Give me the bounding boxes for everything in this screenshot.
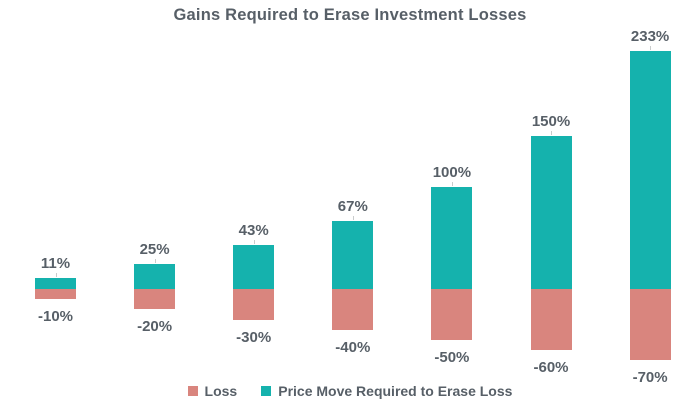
bar-segment-price-move [629,51,671,289]
legend: Loss Price Move Required to Erase Loss [0,384,700,398]
bar-segment-loss [530,289,572,351]
loss-color-swatch [187,386,198,396]
bar-segment-price-move [35,277,76,289]
bar-segment-loss [134,289,176,310]
legend-label-loss: Loss [204,383,238,399]
bar-segment-loss [35,289,76,300]
loss-value-label: -20% [137,318,173,336]
gain-value-label: 67% [337,197,368,215]
loss-value-label: -60% [533,359,569,377]
label-leader-line [451,182,453,186]
loss-value-label: -50% [434,349,470,366]
gain-value-label: 233% [630,28,670,46]
label-leader-line [154,258,156,263]
gain-value-label: 43% [238,222,269,240]
legend-item-loss: Loss [187,383,238,399]
gain-value-label: 11% [40,254,71,272]
legend-item-price-move: Price Move Required to Erase Loss [261,384,512,398]
bar-segment-loss [431,289,473,340]
label-leader-line [650,46,652,51]
bar-segment-loss [629,289,671,361]
loss-value-label: -30% [236,328,272,346]
chart-title: Gains Required to Erase Investment Losse… [173,6,527,24]
label-leader-line [352,215,354,220]
bar-segment-loss [332,289,374,330]
loss-value-label: -70% [632,369,668,387]
label-leader-line [55,272,57,277]
bar-segment-price-move [332,220,374,289]
loss-value-label: -40% [335,338,371,356]
label-leader-line [253,240,255,245]
bar-segment-price-move [431,187,473,289]
loss-value-label: -10% [37,308,74,326]
price-move-color-swatch [261,386,272,396]
bar-segment-loss [233,289,275,320]
legend-label-price-move: Price Move Required to Erase Loss [278,383,513,399]
gain-value-label: 150% [531,113,571,130]
gain-value-label: 100% [432,164,472,181]
bar-segment-price-move [233,245,275,289]
bar-segment-price-move [134,263,176,289]
bar-segment-price-move [530,136,572,289]
gain-value-label: 25% [139,240,170,258]
label-leader-line [551,131,552,135]
